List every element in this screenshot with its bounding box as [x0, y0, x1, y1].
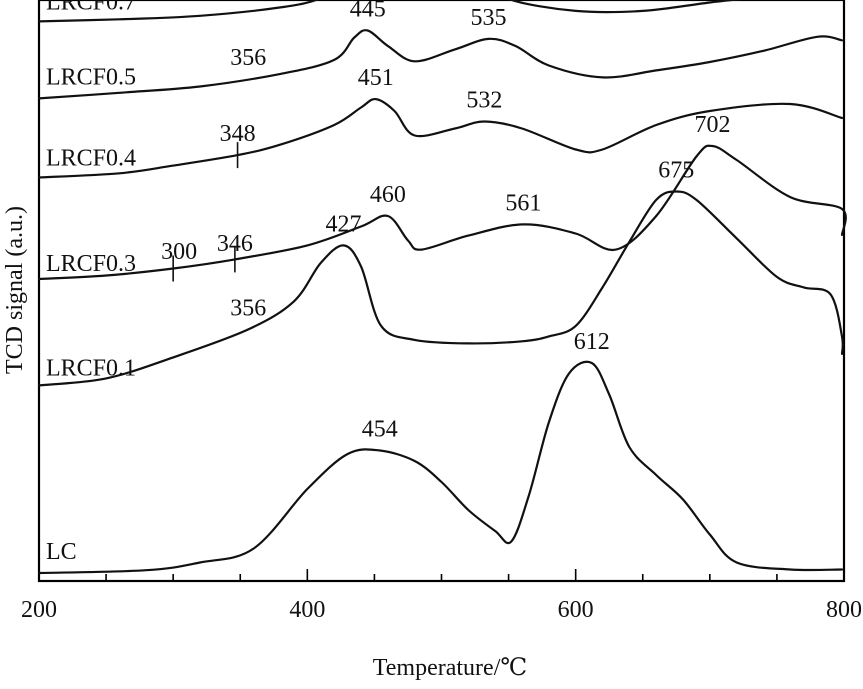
x-ticks: [38, 569, 845, 581]
x-tick-label: 200: [21, 597, 57, 623]
series-line: [37, 360, 844, 575]
peak-label: 535: [470, 5, 506, 31]
series-label: LRCF0.7: [46, 0, 136, 15]
peak-label: 356: [230, 295, 266, 321]
peak-label: 561: [505, 190, 541, 216]
y-axis-label: TCD signal (a.u.): [2, 206, 28, 374]
peak-label: 702: [695, 112, 731, 138]
peak-label: 300: [161, 239, 197, 265]
peak-label: 454: [362, 417, 398, 443]
peak-label: 532: [466, 88, 502, 114]
plot-frame: [37, 0, 846, 583]
series-line: [37, 29, 844, 100]
peak-label: 460: [370, 182, 406, 208]
peak-label: 356: [230, 45, 266, 71]
series-line: [37, 144, 847, 281]
series-line: [37, 97, 844, 179]
peak-label: 451: [358, 65, 394, 91]
x-tick-labels: 200 400 600 800: [21, 597, 862, 623]
series-line: [37, 0, 742, 23]
x-tick-label: 600: [558, 597, 594, 623]
x-axis-label: Temperature/℃: [373, 655, 527, 681]
series-label: LC: [46, 539, 77, 565]
series-label: LRCF0.4: [46, 146, 136, 172]
x-tick-label: 400: [289, 597, 325, 623]
series-label: LRCF0.5: [46, 64, 136, 90]
peak-labels: 3604504425183564455353484515323003464605…: [161, 0, 730, 443]
series-lines: [37, 0, 847, 575]
peak-markers: [172, 142, 239, 282]
series-line: [37, 190, 844, 387]
series-label: LRCF0.3: [46, 251, 136, 277]
x-tick-label: 800: [826, 597, 862, 623]
peak-label: 445: [350, 0, 386, 23]
peak-label: 427: [326, 211, 362, 237]
series-label: LRCF0.1: [46, 355, 136, 381]
peak-label: 675: [658, 158, 694, 184]
peak-label: 612: [574, 329, 610, 355]
